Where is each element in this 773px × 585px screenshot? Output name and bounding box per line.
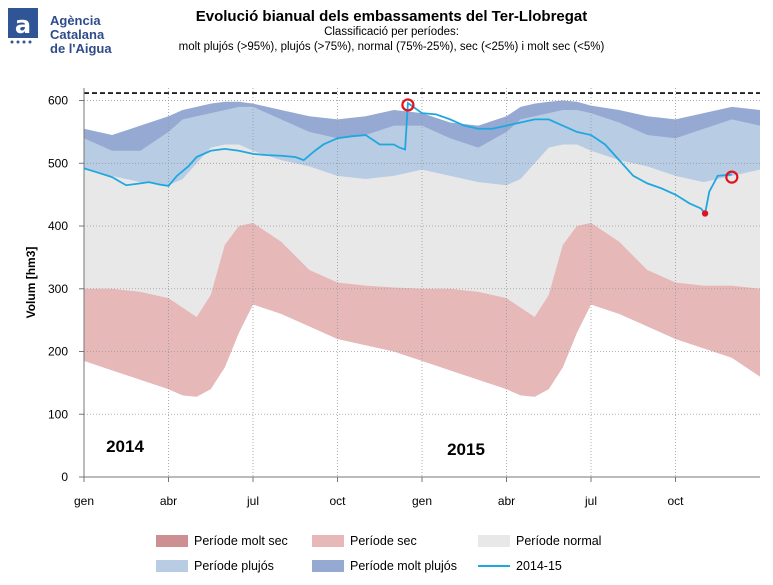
logo-line2: de l'Aigua: [50, 41, 112, 56]
legend-label: Període molt plujós: [350, 559, 458, 573]
chart-header: Evolució bianual dels embassaments del T…: [0, 8, 773, 55]
chart-subtitle-2: molt plujós (>95%), plujós (>75%), norma…: [178, 41, 605, 53]
legend-item: Període molt plujós: [312, 557, 457, 575]
year-label-2015: 2015: [447, 440, 485, 459]
legend-label: Període sec: [350, 534, 417, 548]
legend-item: 2014-15: [478, 557, 562, 575]
x-tick-label: jul: [246, 494, 259, 508]
legend-item: Període molt sec: [156, 532, 288, 550]
year-label-2014: 2014: [106, 437, 144, 456]
legend-item: Període plujós: [156, 557, 274, 575]
legend-label: Període plujós: [194, 559, 274, 573]
reservoir-chart: 0 100 200 300 400 500 600 gen abr jul oct gen abr jul…: [24, 88, 760, 508]
y-tick-label: 500: [48, 156, 68, 170]
y-tick-label: 200: [48, 345, 68, 359]
svg-text:a: a: [15, 11, 31, 39]
legend-swatch: [312, 535, 344, 547]
y-tick-label: 100: [48, 407, 68, 421]
legend-swatch: [478, 535, 510, 547]
legend-label: 2014-15: [516, 559, 562, 573]
x-tick-label: oct: [667, 494, 684, 508]
series-line-2014-15: [83, 101, 732, 216]
y-tick-label: 0: [61, 470, 68, 484]
legend-swatch: [312, 560, 344, 572]
y-tick-label: 600: [48, 94, 68, 108]
legend-swatch: [156, 560, 188, 572]
y-axis-label: Volum [hm3]: [24, 247, 38, 319]
logo-line1: Agència Catalana: [50, 13, 105, 42]
marker-dot: [701, 210, 709, 217]
x-tick-label: jul: [584, 494, 597, 508]
y-tick-label: 400: [48, 219, 68, 233]
legend-item: Període normal: [478, 532, 601, 550]
legend-item: Període sec: [312, 532, 417, 550]
legend-label: Període molt sec: [194, 534, 288, 548]
legend-label: Període normal: [516, 534, 602, 548]
legend-swatch: [156, 535, 188, 547]
x-tick-label: gen: [412, 494, 432, 508]
x-tick-label: oct: [329, 494, 346, 508]
marker-ring: [401, 98, 415, 112]
x-tick-label: gen: [74, 494, 94, 508]
chart-subtitle-1: Classificació per períodes:: [324, 26, 459, 38]
aca-logo: a Agència Catalana de l'Aigua: [6, 6, 156, 56]
x-tick-label: abr: [498, 494, 515, 508]
y-tick-label: 300: [48, 282, 68, 296]
aca-logo-icon: a: [8, 8, 38, 44]
x-tick-label: abr: [160, 494, 177, 508]
legend-swatch: [478, 565, 510, 567]
marker-ring: [725, 170, 739, 184]
chart-title: Evolució bianual dels embassaments del T…: [195, 8, 588, 25]
